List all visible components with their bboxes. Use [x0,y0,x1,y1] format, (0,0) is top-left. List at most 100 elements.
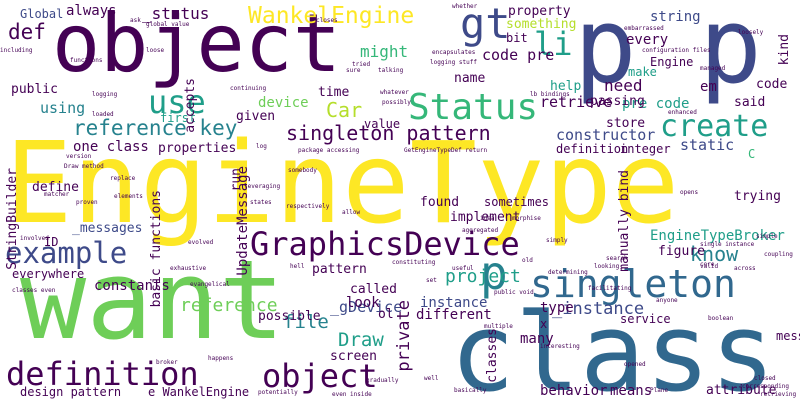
word-everywhere: everywhere [12,267,85,281]
word-opened: opened [624,361,646,368]
word-log: log [256,143,267,150]
word-x: x [540,317,548,331]
word-code: code [756,77,788,92]
word-idea: idea [480,215,495,222]
word-p-p: p p [574,0,762,107]
word-loosely: loosely [738,29,764,36]
word-static: static [680,136,735,154]
word-want: want [20,236,285,364]
word-status-under: _status [142,4,210,23]
word-interesting: interesting [540,343,580,350]
word-facilitating: facilitating [588,285,632,292]
word-across: across [734,265,756,272]
word-car: Car [326,98,363,122]
word-whatever: whatever [380,89,409,96]
word-instance: instance [420,295,488,311]
word-project: project [445,266,521,287]
word-retrieve: retrieve [540,93,613,111]
word-singleton-pattern: singleton pattern [286,121,491,145]
word-engine: Engine [650,55,694,69]
word-old: old [522,257,533,264]
word-many: many [520,331,554,347]
word-simply: simply [546,237,568,244]
word-private: private [394,300,414,372]
word-happens: happens [208,355,234,362]
word-value: value [364,117,401,131]
word-potentially: potentially [258,389,298,396]
word-opens: opens [680,189,699,196]
word-define: define [32,180,79,195]
word-graphics-device: GraphicsDevice [250,225,520,263]
word-need: need [604,76,643,95]
word-time: time [318,85,350,100]
word-p-mid: p [480,246,508,300]
word-code-pre: code pre [482,46,555,64]
word-multiple: multiple [484,323,513,330]
word-status: Status [408,87,539,128]
word-id: ID [44,235,59,249]
word-involved: involved [20,235,49,242]
word-attribute: attribute [706,383,777,398]
word-tried: tried [352,61,371,68]
word-c: C [748,147,756,161]
word-name: name [454,71,486,86]
word-coupling: coupling [764,251,793,258]
word-create: create [660,109,769,144]
word-message: message [776,329,800,343]
word-boolean: boolean [708,315,734,322]
word-closed: closed [754,375,776,382]
word-engine-type-broker: EngineTypeBroker [650,228,785,244]
word-accepts: accepts [183,78,198,133]
word-definition-small: definition [556,142,629,156]
word-ol: ol [378,307,394,322]
word-matcher: matcher [44,191,70,198]
word-classes: classes [485,328,500,383]
word-states: states [250,199,272,206]
word-reference-key: reference key [73,116,238,140]
word-global-value: global value [146,21,190,28]
word-gradually: gradually [366,377,399,384]
word-different: different [416,307,492,323]
word-help: help [550,79,582,94]
word-sometimes: sometimes [484,195,550,209]
word-called: called [350,282,397,297]
word-something: something [506,17,577,32]
word-means: means [610,383,653,399]
word-ask: ask [130,17,141,24]
word-set: set [426,277,437,284]
word-aggregated: aggregated [462,227,499,234]
word-constants: constants [94,278,170,294]
word-continuing: continuing [230,85,267,92]
word-figure: figure [658,244,705,259]
word-e-wankel-engine: e WankelEngine [148,385,250,399]
word-corresponding: corresponding [742,383,789,390]
word-string-builder: StringBuilder [5,168,20,270]
word-logging-stuff: logging stuff [430,59,477,66]
word-proven: proven [76,199,98,206]
word-anyone: anyone [656,297,678,304]
word-found: found [420,195,460,210]
word-draw-method: Draw method [64,163,104,170]
word-know: know [690,242,739,266]
word-device: device [258,95,309,111]
word-integer: integer [620,142,671,156]
word-well: well [424,375,439,382]
word-kind: kind [777,34,792,66]
word-public: public [11,82,58,97]
word-talking: talking [378,67,404,74]
word-passing: passing [590,94,645,109]
word-simple: simple [756,233,778,240]
word-looking: looking [594,263,620,270]
word-draw: Draw [338,329,384,351]
word-global: Global [20,7,64,21]
word-first: first [160,111,197,125]
word-property: property [508,4,571,19]
word-replace: replace [110,175,136,182]
word-somebody: somebody [288,167,317,174]
word-sure: sure [346,67,361,74]
word-public-void: public void [494,289,534,296]
word-example: example [5,236,128,270]
word-type: type [540,300,574,316]
word-engine-type: EngineType [5,119,680,249]
word-use: use [148,83,206,121]
